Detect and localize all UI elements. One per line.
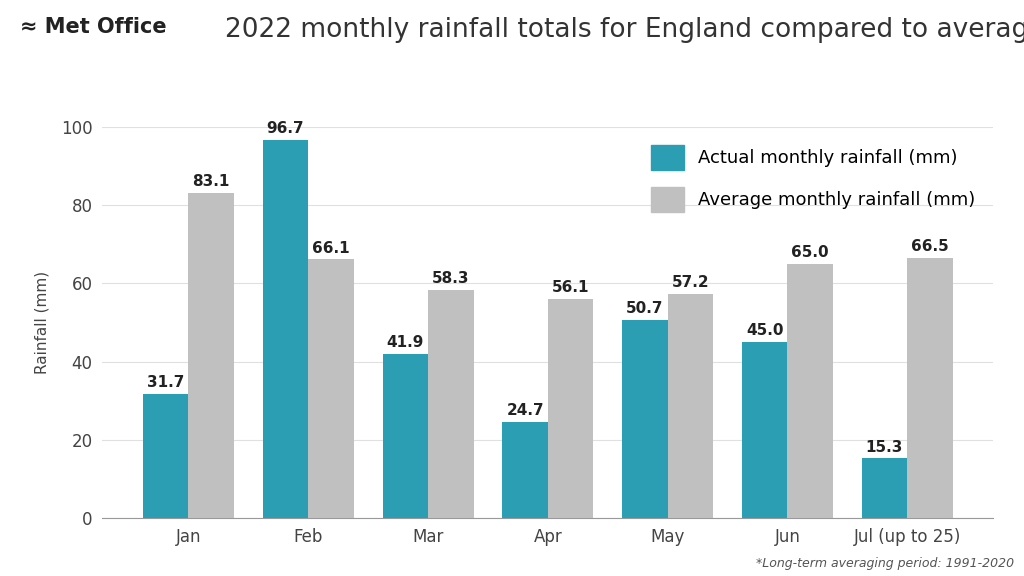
Text: 65.0: 65.0 xyxy=(792,245,829,260)
Text: 50.7: 50.7 xyxy=(626,301,664,316)
Bar xyxy=(383,354,428,518)
Text: 57.2: 57.2 xyxy=(672,275,710,290)
Bar xyxy=(787,264,833,518)
Y-axis label: Rainfall (mm): Rainfall (mm) xyxy=(35,271,50,374)
Bar xyxy=(503,422,548,518)
Bar xyxy=(428,290,473,518)
Legend: Actual monthly rainfall (mm), Average monthly rainfall (mm): Actual monthly rainfall (mm), Average mo… xyxy=(642,136,984,221)
Bar xyxy=(862,458,907,518)
Bar xyxy=(548,299,593,518)
Text: 83.1: 83.1 xyxy=(193,174,229,189)
Bar xyxy=(308,260,353,518)
Bar xyxy=(143,394,188,518)
Text: 15.3: 15.3 xyxy=(866,439,903,454)
Text: 41.9: 41.9 xyxy=(387,335,424,350)
Bar xyxy=(742,342,787,518)
Bar xyxy=(188,193,233,518)
Bar xyxy=(668,294,713,518)
Text: 24.7: 24.7 xyxy=(506,403,544,418)
Bar xyxy=(263,139,308,518)
Text: 2022 monthly rainfall totals for England compared to average: 2022 monthly rainfall totals for England… xyxy=(225,17,1024,43)
Text: *Long-term averaging period: 1991-2020: *Long-term averaging period: 1991-2020 xyxy=(756,557,1014,570)
Bar xyxy=(623,320,668,518)
Text: 66.1: 66.1 xyxy=(312,241,350,256)
Text: 31.7: 31.7 xyxy=(147,376,184,391)
Text: 96.7: 96.7 xyxy=(266,121,304,136)
Text: 58.3: 58.3 xyxy=(432,271,470,286)
Text: 45.0: 45.0 xyxy=(745,323,783,338)
Bar xyxy=(907,258,952,518)
Text: ≈ Met Office: ≈ Met Office xyxy=(20,17,167,37)
Text: 56.1: 56.1 xyxy=(552,280,590,295)
Text: 66.5: 66.5 xyxy=(911,239,949,254)
